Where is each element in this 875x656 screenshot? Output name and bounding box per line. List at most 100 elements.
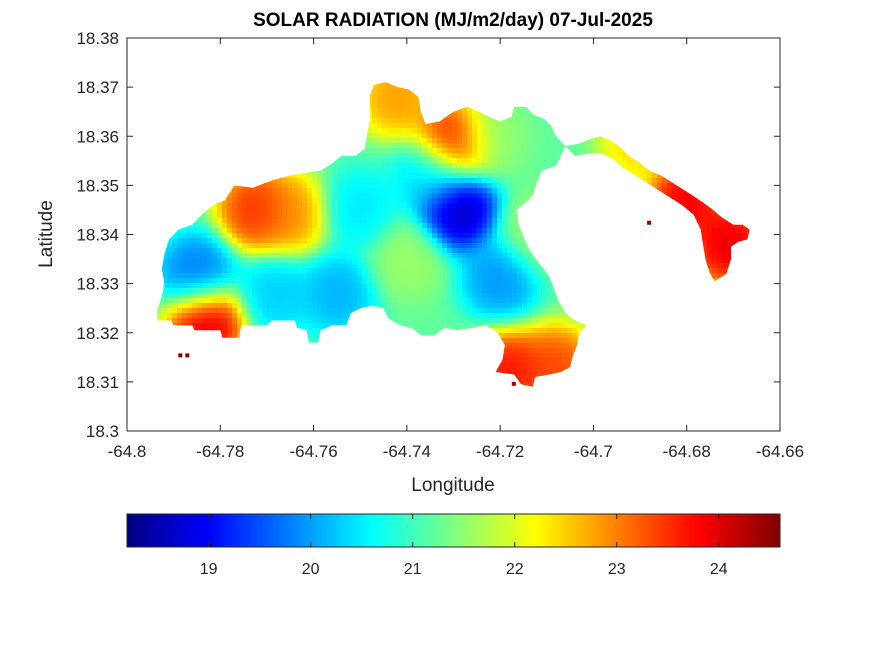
field-cell bbox=[297, 183, 303, 189]
field-cell bbox=[367, 153, 373, 159]
field-cell bbox=[257, 208, 263, 214]
field-cell bbox=[327, 173, 333, 179]
field-cell bbox=[207, 273, 213, 279]
field-cell bbox=[247, 308, 253, 314]
field-cell bbox=[242, 243, 248, 249]
field-cell bbox=[402, 138, 408, 144]
field-cell bbox=[427, 178, 433, 184]
field-cell bbox=[332, 273, 338, 279]
field-cell bbox=[212, 223, 218, 229]
field-cell bbox=[317, 203, 323, 209]
field-cell bbox=[427, 248, 433, 254]
field-cell bbox=[337, 288, 343, 294]
field-cell bbox=[367, 213, 373, 219]
field-cell bbox=[407, 113, 413, 119]
field-cell bbox=[392, 223, 398, 229]
field-cell bbox=[232, 238, 238, 244]
field-cell bbox=[212, 203, 218, 209]
field-cell bbox=[357, 168, 363, 174]
field-cell bbox=[167, 258, 173, 264]
field-cell bbox=[382, 218, 388, 224]
field-cell bbox=[222, 243, 228, 249]
field-cell bbox=[252, 283, 258, 289]
field-cell bbox=[397, 123, 403, 129]
field-cell bbox=[277, 263, 283, 269]
field-cell bbox=[267, 273, 273, 279]
field-cell bbox=[377, 298, 383, 304]
field-cell bbox=[162, 253, 168, 259]
field-cell bbox=[407, 318, 413, 324]
field-cell bbox=[207, 213, 213, 219]
field-cell bbox=[287, 188, 293, 194]
field-cell bbox=[162, 278, 168, 284]
field-cell bbox=[232, 323, 238, 329]
field-cell bbox=[352, 238, 358, 244]
field-cell bbox=[342, 263, 348, 269]
field-cell bbox=[182, 283, 188, 289]
field-cell bbox=[277, 288, 283, 294]
field-cell bbox=[197, 263, 203, 269]
field-cell bbox=[237, 223, 243, 229]
field-cell bbox=[317, 283, 323, 289]
field-cell bbox=[282, 223, 288, 229]
field-cell bbox=[407, 308, 413, 314]
field-cell bbox=[282, 298, 288, 304]
field-cell bbox=[187, 258, 193, 264]
field-cell bbox=[262, 188, 268, 194]
field-cell bbox=[207, 243, 213, 249]
field-cell bbox=[292, 223, 298, 229]
field-cell bbox=[327, 303, 333, 309]
field-cell bbox=[417, 248, 423, 254]
field-cell bbox=[402, 318, 408, 324]
field-cell bbox=[382, 288, 388, 294]
field-cell bbox=[232, 263, 238, 269]
field-cell bbox=[252, 228, 258, 234]
field-cell bbox=[282, 303, 288, 309]
field-cell bbox=[207, 248, 213, 254]
field-cell bbox=[342, 218, 348, 224]
field-cell bbox=[367, 163, 373, 169]
field-cell bbox=[197, 243, 203, 249]
field-cell bbox=[332, 283, 338, 289]
field-cell bbox=[392, 163, 398, 169]
field-cell bbox=[172, 308, 178, 314]
field-cell bbox=[337, 213, 343, 219]
field-cell bbox=[207, 258, 213, 264]
field-cell bbox=[397, 263, 403, 269]
field-cell bbox=[247, 248, 253, 254]
field-cell bbox=[317, 323, 323, 329]
field-cell bbox=[417, 193, 423, 199]
field-cell bbox=[382, 268, 388, 274]
field-cell bbox=[422, 308, 428, 314]
field-cell bbox=[312, 253, 318, 259]
field-cell bbox=[292, 238, 298, 244]
field-cell bbox=[337, 278, 343, 284]
field-cell bbox=[187, 273, 193, 279]
field-cell bbox=[227, 333, 233, 339]
field-cell bbox=[402, 153, 408, 159]
field-cell bbox=[197, 258, 203, 264]
field-cell bbox=[317, 268, 323, 274]
field-cell bbox=[242, 303, 248, 309]
field-cell bbox=[397, 283, 403, 289]
field-cell bbox=[402, 243, 408, 249]
field-cell bbox=[312, 328, 318, 334]
field-cell bbox=[262, 318, 268, 324]
field-cell bbox=[417, 288, 423, 294]
field-cell bbox=[367, 303, 373, 309]
field-cell bbox=[202, 243, 208, 249]
field-cell bbox=[322, 208, 328, 214]
field-cell bbox=[387, 213, 393, 219]
field-cell bbox=[257, 303, 263, 309]
field-cell bbox=[362, 178, 368, 184]
field-cell bbox=[302, 253, 308, 259]
field-cell bbox=[297, 243, 303, 249]
field-cell bbox=[392, 313, 398, 319]
field-cell bbox=[322, 283, 328, 289]
field-cell bbox=[287, 203, 293, 209]
field-cell bbox=[162, 263, 168, 269]
field-cell bbox=[322, 253, 328, 259]
field-cell bbox=[352, 258, 358, 264]
field-cell bbox=[422, 123, 428, 129]
field-cell bbox=[422, 193, 428, 199]
